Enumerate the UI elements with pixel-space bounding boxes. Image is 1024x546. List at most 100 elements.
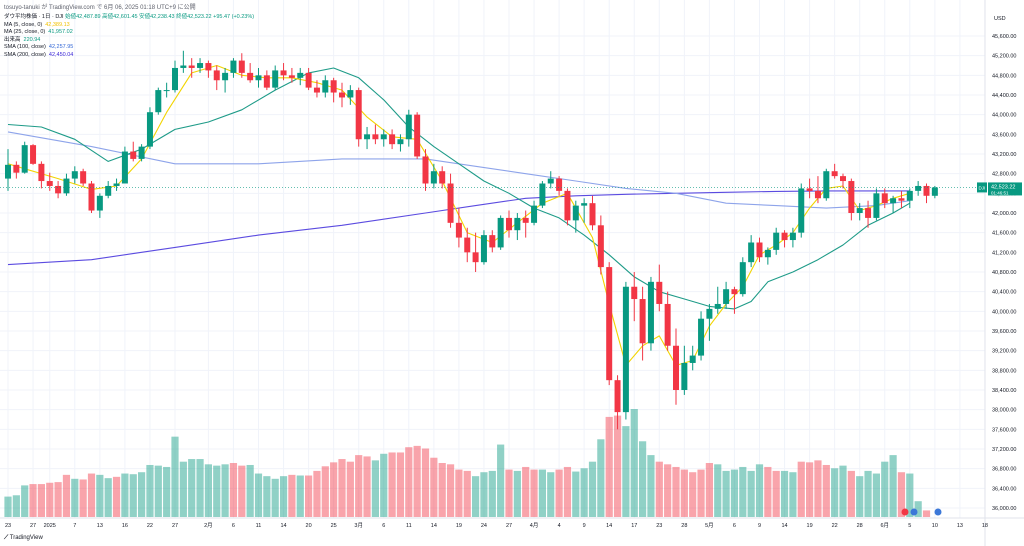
candle [313, 80, 320, 98]
candle [222, 67, 229, 93]
candle [706, 303, 713, 341]
price-tick-label: 37,200.00 [992, 447, 1016, 453]
indicator-sma100[interactable]: SMA (100, close) 42,257.95 [4, 44, 254, 52]
candle [848, 178, 855, 221]
last-price-symbol: DJI [979, 185, 986, 190]
time-tick-label: 28 [681, 523, 687, 529]
volume-bar [405, 447, 413, 517]
candle-body [906, 190, 913, 201]
volume-bar [146, 464, 154, 517]
candle [180, 50, 187, 73]
candle-body [146, 112, 153, 147]
candle [238, 53, 245, 78]
indicator-volume[interactable]: 出来高 220.94 [4, 37, 254, 45]
time-tick-label: 22 [147, 523, 153, 529]
volume-bar [355, 455, 363, 517]
price-tick-label: 38,400.00 [992, 388, 1016, 394]
candle [756, 237, 763, 263]
candle-body [806, 188, 813, 191]
time-tick-label: 5 [908, 523, 911, 529]
candle [639, 286, 646, 361]
time-tick-label: 13 [957, 523, 963, 529]
price-tick-label: 36,400.00 [992, 486, 1016, 492]
price-tick-label: 44,800.00 [992, 73, 1016, 79]
time-tick-label: 4 [558, 523, 561, 529]
volume-bar [54, 482, 62, 517]
volume-bar [822, 464, 830, 517]
indicator-value: 41,957.02 [48, 29, 73, 36]
time-tick-label: 13 [97, 523, 103, 529]
volume-bar [46, 482, 54, 517]
indicator-label: MA (25, close, 0) [4, 29, 46, 36]
candle-body [781, 232, 788, 241]
indicator-sma200[interactable]: SMA (200, close) 42,450.04 [4, 52, 254, 60]
candle-body [681, 362, 688, 390]
candle-body [380, 134, 387, 140]
volume-bar [780, 470, 789, 517]
volume-bar [747, 470, 755, 517]
candle-body [188, 65, 195, 68]
volume-bar [922, 510, 931, 517]
time-tick-label: 14 [781, 523, 787, 529]
volume-bar [664, 464, 672, 517]
price-tick-label: 44,400.00 [992, 93, 1016, 99]
volume-bar [221, 464, 229, 517]
volume-bar [722, 470, 730, 517]
volume-bar [605, 416, 613, 517]
candle [823, 168, 830, 201]
candle [856, 203, 863, 221]
candle-body [814, 190, 821, 199]
publisher-name[interactable]: tosuyo-tanuki [4, 5, 40, 11]
candle [814, 176, 821, 204]
candle [539, 181, 546, 209]
candle-body [606, 267, 613, 381]
time-tick-label: 11 [406, 523, 412, 529]
candle-body [230, 60, 237, 73]
indicator-ma25[interactable]: MA (25, close, 0) 41,957.02 [4, 29, 254, 37]
candle-body [898, 198, 905, 201]
volume-bar [563, 466, 572, 517]
candle [497, 215, 504, 250]
volume-bar [814, 460, 822, 517]
tradingview-brand[interactable]: ⟋ TradingView [4, 535, 43, 542]
indicator-value: 42,257.95 [48, 44, 74, 51]
symbol-label[interactable]: ダウ平均株価 · 1日 · DJI [4, 14, 64, 20]
candle-body [130, 151, 137, 159]
candle-body [514, 217, 521, 231]
candle [547, 171, 554, 189]
candle-body [848, 181, 855, 213]
candle [614, 375, 621, 430]
candle-body [305, 72, 312, 88]
ma5-line [7, 64, 910, 366]
candle [272, 65, 279, 91]
candle-body [322, 80, 329, 93]
price-tick-label: 43,600.00 [992, 132, 1016, 138]
candle-body [480, 235, 487, 263]
volume-bar [914, 501, 922, 517]
volume-bar [714, 464, 722, 517]
volume-bar [588, 461, 597, 517]
volume-bar [129, 474, 137, 517]
volume-bar [689, 472, 697, 517]
volume-bar [847, 470, 855, 517]
volume-bar [87, 473, 96, 517]
indicator-ma5[interactable]: MA (5, close, 0) 42,389.13 [4, 22, 254, 30]
candle-body [748, 242, 755, 263]
time-axis: 23 27 2025 7 13 16 22 27 2月 6 11 14 20 25 3月 6 11 14 19 24 2… [0, 508, 1024, 529]
volume-bar [112, 476, 121, 517]
volume-bar [438, 463, 446, 517]
candle [422, 149, 429, 191]
candle [372, 124, 379, 145]
candle [840, 173, 846, 189]
volume-bar [472, 476, 480, 517]
candle [739, 257, 746, 297]
candle [380, 129, 387, 147]
volume-bar [831, 468, 839, 517]
candle-body [263, 75, 270, 88]
time-tick-label: 17 [631, 523, 637, 529]
candle [364, 126, 371, 150]
candle-body [647, 281, 654, 344]
candle [288, 67, 295, 83]
candle [297, 67, 304, 86]
